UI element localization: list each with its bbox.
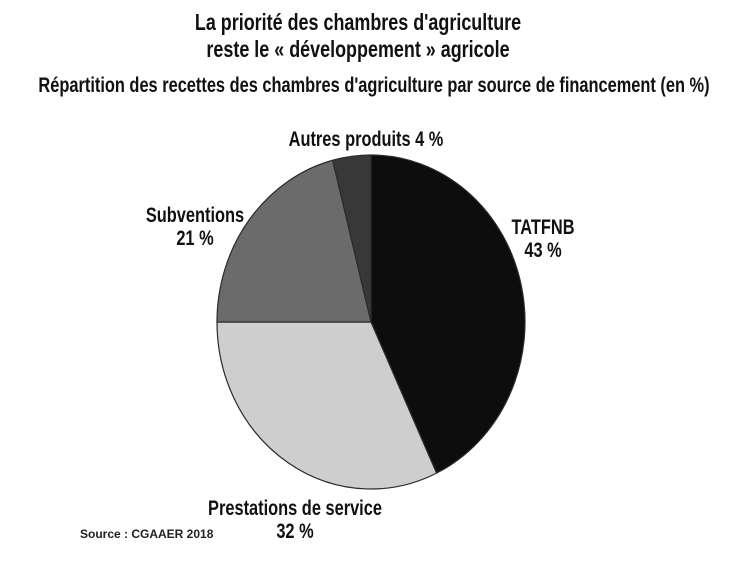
source-note: Source : CGAAER 2018 [80,527,214,541]
pie-label-autres-produits: Autres produits 4 % [289,128,444,151]
page-title: La priorité des chambres d'agriculture r… [195,9,521,63]
pie-slice-tatfnb [370,154,526,474]
pie-label-tatfnb: TATFNB 43 % [511,216,574,262]
pie-label-prestations-de-service-name: Prestations de service [208,497,382,520]
page-title-line-2: reste le « développement » agricole [206,36,510,62]
pie-label-autres-produits-value: 4 % [415,128,444,151]
pie-label-autres-produits-name: Autres produits [288,128,411,151]
pie-label-subventions-name: Subventions [145,204,245,227]
pie-label-subventions-value: 21 % [176,227,214,250]
page-title-line-1: La priorité des chambres d'agriculture [194,9,522,35]
pie-label-subventions: Subventions 21 % [146,204,244,250]
pie-slice-prestations-de-service [216,321,438,490]
pie-label-tatfnb-value: 43 % [524,239,562,262]
pie-label-prestations-de-service-value: 32 % [276,520,314,543]
chart-subtitle: Répartition des recettes des chambres d'… [38,74,710,97]
pie-slice-autres-produits [331,154,372,323]
pie-slice-subventions [216,159,372,323]
pie-label-tatfnb-name: TATFNB [511,216,575,239]
pie-label-prestations-de-service: Prestations de service 32 % [208,497,382,543]
